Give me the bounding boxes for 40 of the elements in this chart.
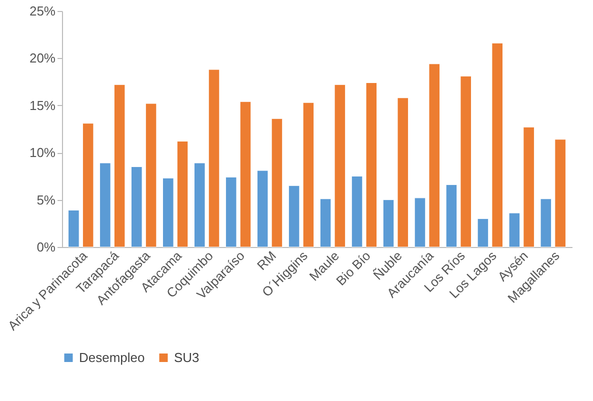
bar [176,141,188,248]
bar [540,198,552,248]
bar [240,101,252,248]
bar [68,210,80,248]
bar [334,84,346,248]
bar [288,185,300,248]
y-tick-label: 25% [29,4,56,18]
bar [225,176,237,248]
bar [320,198,332,248]
bar [82,123,94,248]
bar [428,64,440,248]
bar [145,103,157,248]
legend-label: Desempleo [79,350,145,365]
bar [414,198,426,248]
bar [366,82,378,248]
bar [397,98,409,248]
bar [492,42,503,248]
bar [523,126,534,248]
bar [508,212,520,248]
y-tick-label: 15% [29,98,56,113]
bar [100,162,111,248]
y-tick-label: 20% [29,50,56,66]
bar [460,76,472,248]
bar [256,170,268,248]
bar [554,139,566,248]
y-tick-label: 0% [36,240,56,254]
bar [194,162,206,248]
bar [162,178,174,248]
bar [477,218,489,248]
bar [208,69,220,248]
y-tick-label: 5% [36,192,56,208]
bar [382,200,394,248]
legend-label: SU3 [174,350,200,365]
bar [446,184,458,248]
bar [302,102,314,248]
bar [114,84,126,248]
bar [271,118,283,248]
bar [351,176,363,248]
bar [131,166,142,248]
y-tick-label: 10% [29,145,56,160]
